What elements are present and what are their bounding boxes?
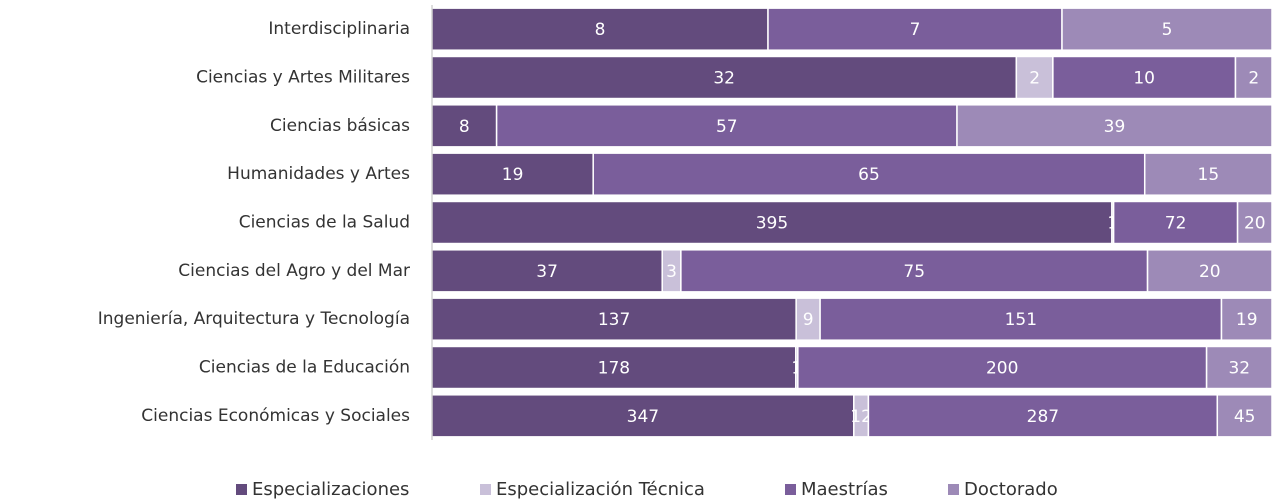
data-label: 20 — [1244, 214, 1266, 234]
data-label: 395 — [756, 214, 788, 234]
data-label: 1 — [791, 359, 802, 379]
bar-segment — [1236, 200, 1272, 245]
data-label: 75 — [903, 262, 925, 282]
data-label: 2 — [1248, 69, 1259, 89]
bar-segment — [1015, 55, 1054, 100]
data-label: 10 — [1133, 69, 1155, 89]
bar-segment — [1205, 345, 1272, 390]
bar-segment — [867, 394, 1219, 438]
data-label: 5 — [1162, 20, 1173, 40]
data-label: 8 — [459, 117, 470, 137]
data-label: 200 — [986, 359, 1018, 379]
legend-label: Doctorado — [964, 479, 1058, 500]
category-label: Humanidades y Artes — [227, 164, 410, 184]
data-label: 45 — [1234, 407, 1256, 427]
bar-segment — [431, 297, 797, 341]
legend-label: Maestrías — [801, 479, 888, 500]
category-label: Ciencias de la Salud — [239, 213, 410, 233]
category-label: Ciencias del Agro y del Mar — [178, 261, 410, 281]
legend-swatch — [480, 484, 491, 495]
category-label: Ciencias y Artes Militares — [196, 68, 410, 88]
data-label: 15 — [1198, 165, 1220, 185]
data-label: 32 — [1228, 359, 1250, 379]
data-label: 8 — [595, 20, 606, 40]
bar-segment — [1146, 249, 1272, 293]
bar-segment — [1220, 297, 1272, 341]
data-label: 151 — [1005, 310, 1037, 330]
bar-segment — [495, 104, 958, 148]
data-label: 12 — [850, 407, 872, 427]
legend-label: Especialización Técnica — [496, 479, 705, 500]
data-label: 137 — [598, 310, 630, 330]
bar-segment — [956, 104, 1272, 148]
bar-segment — [592, 152, 1146, 196]
category-label: Interdisciplinaria — [268, 19, 410, 39]
data-label: 2 — [1029, 69, 1040, 89]
data-label: 9 — [803, 310, 814, 330]
legend-swatch — [948, 484, 959, 495]
bar-segment — [431, 345, 797, 390]
data-label: 19 — [502, 165, 524, 185]
bar-segment — [431, 55, 1018, 100]
data-label: 20 — [1199, 262, 1221, 282]
data-label: 7 — [910, 20, 921, 40]
data-label: 39 — [1104, 117, 1126, 137]
data-label: 37 — [536, 262, 558, 282]
bar-segment — [431, 7, 769, 51]
data-label: 19 — [1236, 310, 1258, 330]
bar-segment — [431, 394, 855, 438]
bar-segment — [431, 200, 1113, 245]
data-label: 72 — [1165, 214, 1187, 234]
bar-segment — [680, 249, 1149, 293]
bar-segment — [431, 249, 663, 293]
data-label: 57 — [716, 117, 738, 137]
category-label: Ciencias de la Educación — [199, 358, 410, 378]
data-label: 347 — [627, 407, 659, 427]
category-label: Ciencias básicas — [270, 116, 410, 136]
bar-segment — [819, 297, 1223, 341]
data-label: 287 — [1027, 407, 1059, 427]
bar-segment — [1234, 55, 1272, 100]
category-label: Ciencias Económicas y Sociales — [141, 406, 410, 426]
bar-segment — [767, 7, 1063, 51]
legend-label: Especializaciones — [252, 479, 409, 500]
data-label: 178 — [598, 359, 630, 379]
data-label: 3 — [666, 262, 677, 282]
legend-swatch — [236, 484, 247, 495]
bar-segment — [1061, 7, 1272, 51]
bar-segment — [431, 104, 498, 148]
category-label: Ingeniería, Arquitectura y Tecnología — [98, 309, 410, 329]
bar-segment — [1143, 152, 1272, 196]
legend-swatch — [785, 484, 796, 495]
data-label: 32 — [713, 69, 735, 89]
data-label: 1 — [1107, 214, 1118, 234]
data-label: 65 — [858, 165, 880, 185]
